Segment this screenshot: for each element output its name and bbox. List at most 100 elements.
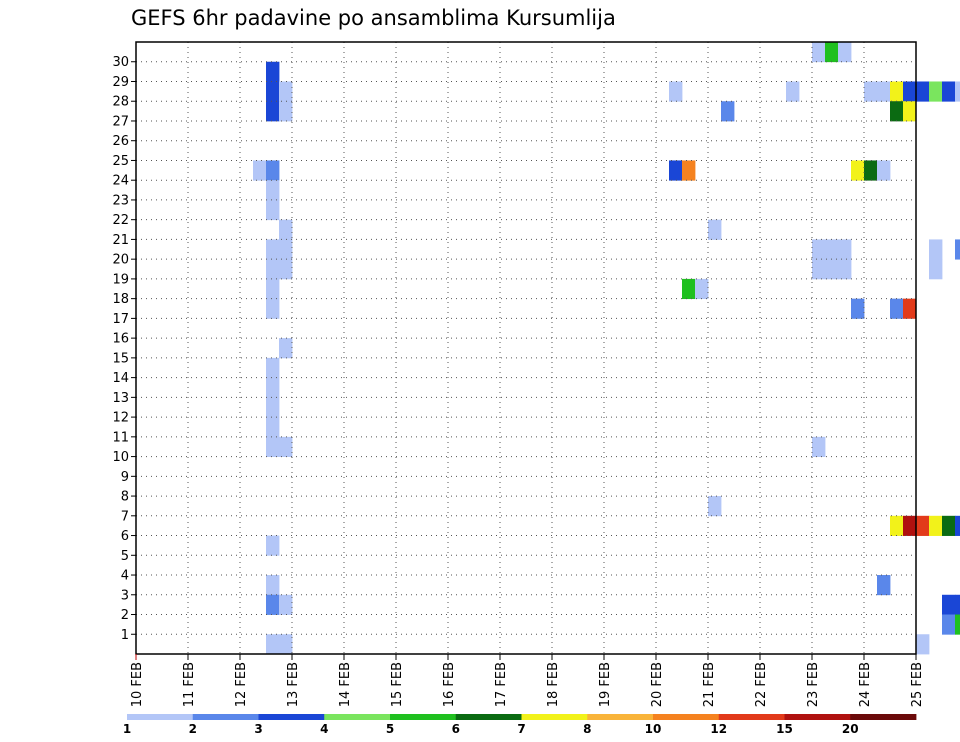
heatmap-cell <box>955 239 960 260</box>
heatmap-cell <box>279 259 293 280</box>
heatmap-cell <box>266 436 280 457</box>
y-tick-label: 18 <box>112 292 129 307</box>
heatmap-cell <box>929 239 943 260</box>
heatmap-cell <box>903 81 917 102</box>
x-tick-label: 12 FEB <box>234 662 249 707</box>
chart-title: GEFS 6hr padavine po ansamblima Kursumli… <box>131 6 616 30</box>
colorbar-label: 4 <box>320 722 328 736</box>
x-tick-label: 16 FEB <box>442 662 457 707</box>
heatmap-cell <box>955 614 960 635</box>
y-tick-label: 5 <box>121 549 129 564</box>
y-tick-label: 13 <box>112 391 129 406</box>
chart-grid <box>136 42 916 654</box>
heatmap-cell <box>929 81 943 102</box>
colorbar-label: 6 <box>452 722 460 736</box>
heatmap-cell <box>812 42 826 63</box>
heatmap-cell <box>916 634 930 655</box>
heatmap-cell <box>864 160 878 181</box>
heatmap-cell <box>903 298 917 319</box>
y-tick-label: 14 <box>112 371 129 386</box>
heatmap-cell <box>890 298 904 319</box>
colorbar-label: 8 <box>583 722 591 736</box>
y-tick-label: 24 <box>112 174 129 189</box>
y-tick-label: 12 <box>112 411 129 426</box>
heatmap-cell <box>266 61 280 82</box>
x-tick-label: 23 FEB <box>806 662 821 707</box>
x-tick-label: 25 FEB <box>910 662 925 707</box>
colorbar-label: 5 <box>386 722 394 736</box>
heatmap-cell <box>266 417 280 438</box>
heatmap-cell <box>838 42 852 63</box>
x-tick-label: 15 FEB <box>390 662 405 707</box>
heatmap-cell <box>266 357 280 379</box>
y-tick-label: 22 <box>112 213 129 228</box>
y-tick-label: 11 <box>112 430 129 445</box>
y-tick-label: 7 <box>121 509 129 524</box>
heatmap-cell <box>279 338 293 359</box>
colorbar-label: 15 <box>776 722 793 736</box>
heatmap-cell <box>279 594 293 615</box>
y-tick-label: 26 <box>112 134 129 149</box>
heatmap-cell <box>266 180 280 201</box>
heatmap-cell <box>279 634 293 655</box>
heatmap-cell <box>695 278 709 300</box>
colorbar-segment <box>192 714 259 720</box>
heatmap-cell <box>890 515 904 536</box>
heatmap-cell <box>669 81 683 102</box>
heatmap-cell <box>942 515 956 536</box>
heatmap-cell <box>877 575 891 596</box>
heatmap-cell <box>669 160 683 181</box>
heatmap-cell <box>682 160 696 181</box>
y-tick-label: 27 <box>112 114 129 129</box>
colorbar-label: 10 <box>645 722 662 736</box>
y-tick-label: 15 <box>112 351 129 366</box>
y-axis-ticks: 1234567891011121314151617181920212223242… <box>112 55 136 643</box>
heatmap-cell <box>929 259 943 280</box>
y-tick-label: 20 <box>112 253 129 268</box>
y-tick-label: 6 <box>121 529 129 544</box>
y-tick-label: 30 <box>112 55 129 70</box>
heatmap-cell <box>812 259 826 280</box>
y-tick-label: 28 <box>112 95 129 110</box>
y-tick-label: 29 <box>112 75 129 90</box>
colorbar-segment <box>258 714 325 720</box>
colorbar-segment <box>587 714 654 720</box>
heatmap-cell <box>253 160 267 181</box>
x-tick-label: 24 FEB <box>858 662 873 707</box>
heatmap-cell <box>708 219 722 240</box>
heatmap-cell <box>851 160 865 181</box>
heatmap-cell <box>851 298 865 319</box>
x-tick-label: 22 FEB <box>754 662 769 707</box>
heatmap-cell <box>266 160 280 181</box>
heatmap-cell <box>825 42 839 63</box>
heatmap-cell <box>279 219 293 240</box>
colorbar-segment <box>521 714 588 720</box>
y-tick-label: 21 <box>112 233 129 248</box>
heatmap-cell <box>721 101 735 122</box>
heatmap-cell <box>877 81 891 102</box>
heatmap-cell <box>942 81 956 102</box>
heatmap-cell <box>942 614 956 635</box>
heatmap-cell <box>916 515 930 536</box>
y-tick-label: 17 <box>112 312 129 327</box>
heatmap-cell <box>266 239 280 260</box>
colorbar-label: 1 <box>123 722 131 736</box>
y-tick-label: 3 <box>121 588 129 603</box>
colorbar-segment <box>718 714 785 720</box>
heatmap-cell <box>929 515 943 536</box>
plot-frame <box>135 41 917 655</box>
heatmap-cell <box>279 436 293 457</box>
heatmap-cell <box>266 199 280 221</box>
heatmap-cell <box>903 515 917 536</box>
heatmap-cell <box>708 496 722 517</box>
colorbar-label: 20 <box>842 722 859 736</box>
heatmap-cell <box>864 81 878 102</box>
heatmap-cell <box>877 160 891 181</box>
heatmap-cell <box>266 377 280 398</box>
heatmap-cell <box>266 101 280 122</box>
y-tick-label: 1 <box>121 628 129 643</box>
x-tick-label: 10 FEB <box>130 662 145 707</box>
colorbar: 1 2 3 4 5 6 7 8 10 12 15 20 <box>123 714 917 736</box>
heatmap-cell <box>942 594 956 615</box>
